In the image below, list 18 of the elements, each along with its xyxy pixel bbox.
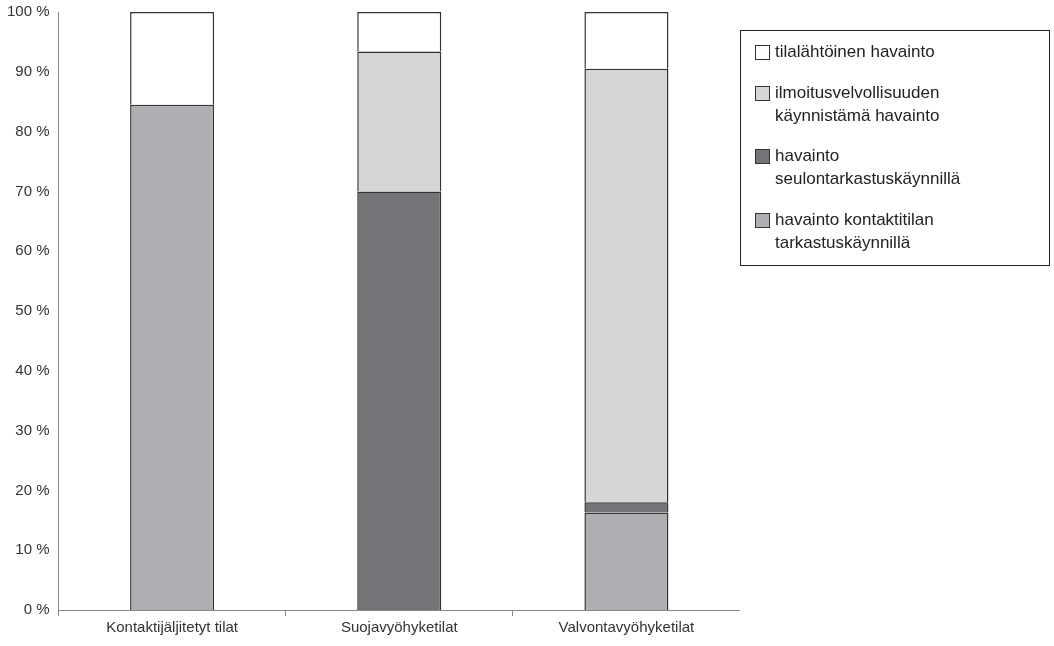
- legend-label: havainto kontaktitilan tarkastuskäynnillä: [775, 209, 935, 255]
- y-tick-label: 100 %: [6, 2, 50, 20]
- x-tick-label: Suojavyöhyketilat: [340, 618, 459, 636]
- text: tilalähtöinen havainto: [775, 41, 935, 63]
- y-tick-label: 10 %: [15, 540, 50, 558]
- y-tick-label: 40 %: [15, 360, 50, 378]
- legend-label: ilmoitusvelvollisuuden käynnistämä havainto: [775, 81, 941, 127]
- y-tick-label: 80 %: [15, 121, 50, 139]
- y-tick-label: 60 %: [15, 241, 50, 259]
- y-tick-label: 20 %: [15, 480, 50, 498]
- y-tick-label: 30 %: [15, 420, 50, 438]
- x-tick-label: Kontaktijäljitetyt tilat: [106, 618, 239, 636]
- y-tick-label: 50 %: [15, 301, 50, 319]
- y-tick-label: 90 %: [15, 61, 50, 79]
- y-tick-label: 0 %: [23, 600, 50, 618]
- y-tick-label: 70 %: [15, 181, 50, 199]
- x-tick-label: Valvontavyöhyketilat: [558, 618, 696, 636]
- legend-label: havainto seulontarkastuskäynnillä: [775, 145, 962, 191]
